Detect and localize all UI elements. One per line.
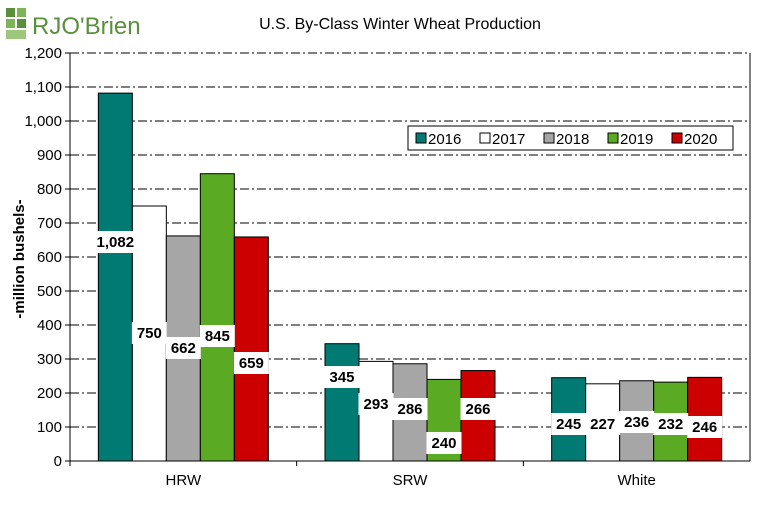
y-tick-label: 1,100	[24, 79, 62, 96]
data-label-srw-2019: 240	[431, 435, 456, 452]
y-tick-label: 600	[37, 249, 62, 266]
y-tick-label: 300	[37, 351, 62, 368]
data-label-srw-2018: 286	[397, 401, 422, 418]
rjobrien-logo: RJO'Brien	[6, 8, 141, 40]
data-label-box	[585, 413, 621, 435]
legend-swatch-2020	[671, 132, 683, 144]
bar-srw-2016	[324, 343, 360, 462]
data-label-box	[653, 413, 689, 435]
data-label-hrw-2017: 750	[137, 325, 162, 342]
legend-label-2016: 2016	[428, 131, 461, 148]
data-label-hrw-2020: 659	[239, 355, 264, 372]
data-label-white-2020: 246	[692, 419, 717, 436]
y-tick-label: 800	[37, 181, 62, 198]
category-label-white: White	[617, 472, 655, 489]
data-label-srw-2020: 266	[465, 401, 490, 418]
data-label-white-2017: 227	[590, 416, 615, 433]
bar-hrw-2020	[233, 236, 269, 462]
data-label-box	[324, 366, 360, 388]
chart-title: U.S. By-Class Winter Wheat Production	[259, 16, 541, 33]
legend-swatch-2017	[479, 132, 491, 144]
data-label-box	[233, 352, 269, 374]
bar-hrw-2019	[199, 173, 235, 462]
y-axis-ticks: 0 100 200 300 400 500 600 700 800 900 1,000 1,100 1,…	[24, 45, 70, 470]
data-label-srw-2017: 293	[363, 396, 388, 413]
category-label-srw: SRW	[393, 472, 429, 489]
data-label-box	[358, 393, 394, 415]
y-tick-label: 100	[37, 419, 62, 436]
legend-label-2020: 2020	[684, 131, 717, 148]
legend-swatch-2019	[607, 132, 619, 144]
data-label-box	[165, 337, 201, 359]
legend: 2016 2017 2018 2019 2020	[407, 125, 734, 151]
y-tick-label: 0	[54, 453, 62, 470]
data-label-white-2016: 245	[556, 416, 581, 433]
data-label-box	[131, 322, 167, 344]
axes	[69, 53, 751, 466]
data-label-white-2018: 236	[624, 414, 649, 431]
data-label-box	[551, 413, 587, 435]
data-label-hrw-2019: 845	[205, 328, 230, 345]
data-label-box	[88, 231, 142, 253]
data-labels: 1,082 750 662 845 659 345 293 286 240 266 245 227 23…	[88, 231, 723, 454]
legend-label-2018: 2018	[556, 131, 589, 148]
data-label-box	[619, 411, 655, 433]
logo-text: RJO'Brien	[32, 13, 141, 40]
y-tick-label: 1,000	[24, 113, 62, 130]
data-label-box	[687, 416, 723, 438]
y-tick-label: 500	[37, 283, 62, 300]
data-label-hrw-2016: 1,082	[97, 234, 135, 251]
y-tick-label: 900	[37, 147, 62, 164]
legend-label-2017: 2017	[492, 131, 525, 148]
data-label-box	[392, 398, 428, 420]
category-label-hrw: HRW	[166, 472, 202, 489]
data-label-white-2019: 232	[658, 416, 683, 433]
y-tick-label: 200	[37, 385, 62, 402]
category-labels: HRW SRW White	[166, 472, 656, 489]
legend-swatch-2016	[415, 132, 427, 144]
y-axis-label: -million bushels-	[11, 199, 28, 318]
gridlines	[70, 52, 750, 428]
data-label-srw-2016: 345	[329, 369, 354, 386]
y-tick-label: 1,200	[24, 45, 62, 62]
legend-swatch-2018	[543, 132, 555, 144]
y-tick-label: 400	[37, 317, 62, 334]
data-label-box	[460, 398, 496, 420]
legend-label-2019: 2019	[620, 131, 653, 148]
data-label-box	[426, 432, 462, 454]
bar-hrw-2016	[97, 92, 133, 462]
data-label-hrw-2018: 662	[171, 340, 196, 357]
data-label-box	[199, 325, 235, 347]
y-tick-label: 700	[37, 215, 62, 232]
